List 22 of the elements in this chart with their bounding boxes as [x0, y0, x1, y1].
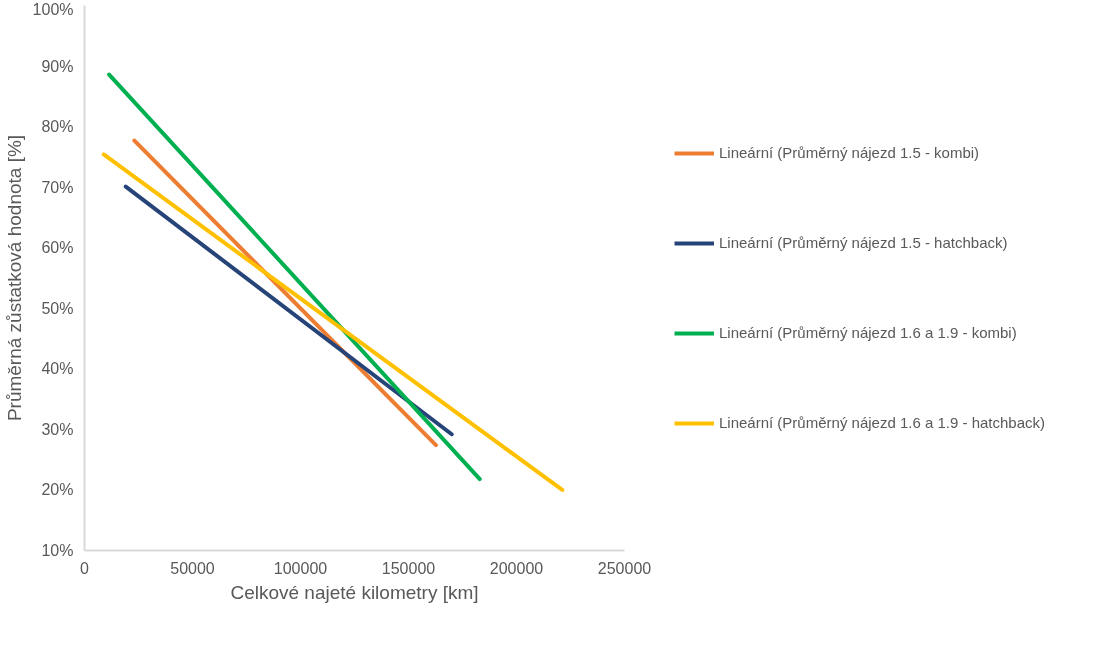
y-tick-label: 20% — [41, 481, 74, 499]
x-tick-label: 100000 — [273, 559, 328, 577]
y-tick-label: 100% — [32, 0, 74, 18]
y-tick-label: 80% — [41, 118, 74, 136]
legend-label: Lineární (Průměrný nájezd 1.6 a 1.9 - hatchback) — [719, 413, 1045, 433]
y-tick-label: 60% — [41, 239, 74, 257]
x-tick-label: 0 — [80, 559, 90, 577]
y-tick-label: 40% — [41, 360, 74, 378]
x-tick-label: 150000 — [381, 559, 436, 577]
y-tick-label: 50% — [41, 299, 74, 317]
x-tick-label: 250000 — [597, 559, 652, 577]
x-tick-label: 50000 — [170, 559, 215, 577]
y-tick-label: 30% — [41, 420, 74, 438]
legend-label: Lineární (Průměrný nájezd 1.5 - hatchback) — [719, 233, 1008, 253]
legend-label: Lineární (Průměrný nájezd 1.5 - kombi) — [719, 143, 980, 163]
x-tick-label: 200000 — [489, 559, 544, 577]
y-tick-label: 10% — [41, 542, 74, 559]
y-tick-label: 70% — [41, 178, 74, 196]
legend-label: Lineární (Průměrný nájezd 1.6 a 1.9 - kombi) — [719, 323, 1017, 343]
x-axis-title: Celkové najeté kilometry [km] — [230, 581, 479, 603]
y-axis-title: Průměrná zůstatková hodnota [%] — [3, 134, 25, 422]
y-tick-label: 90% — [41, 57, 74, 75]
